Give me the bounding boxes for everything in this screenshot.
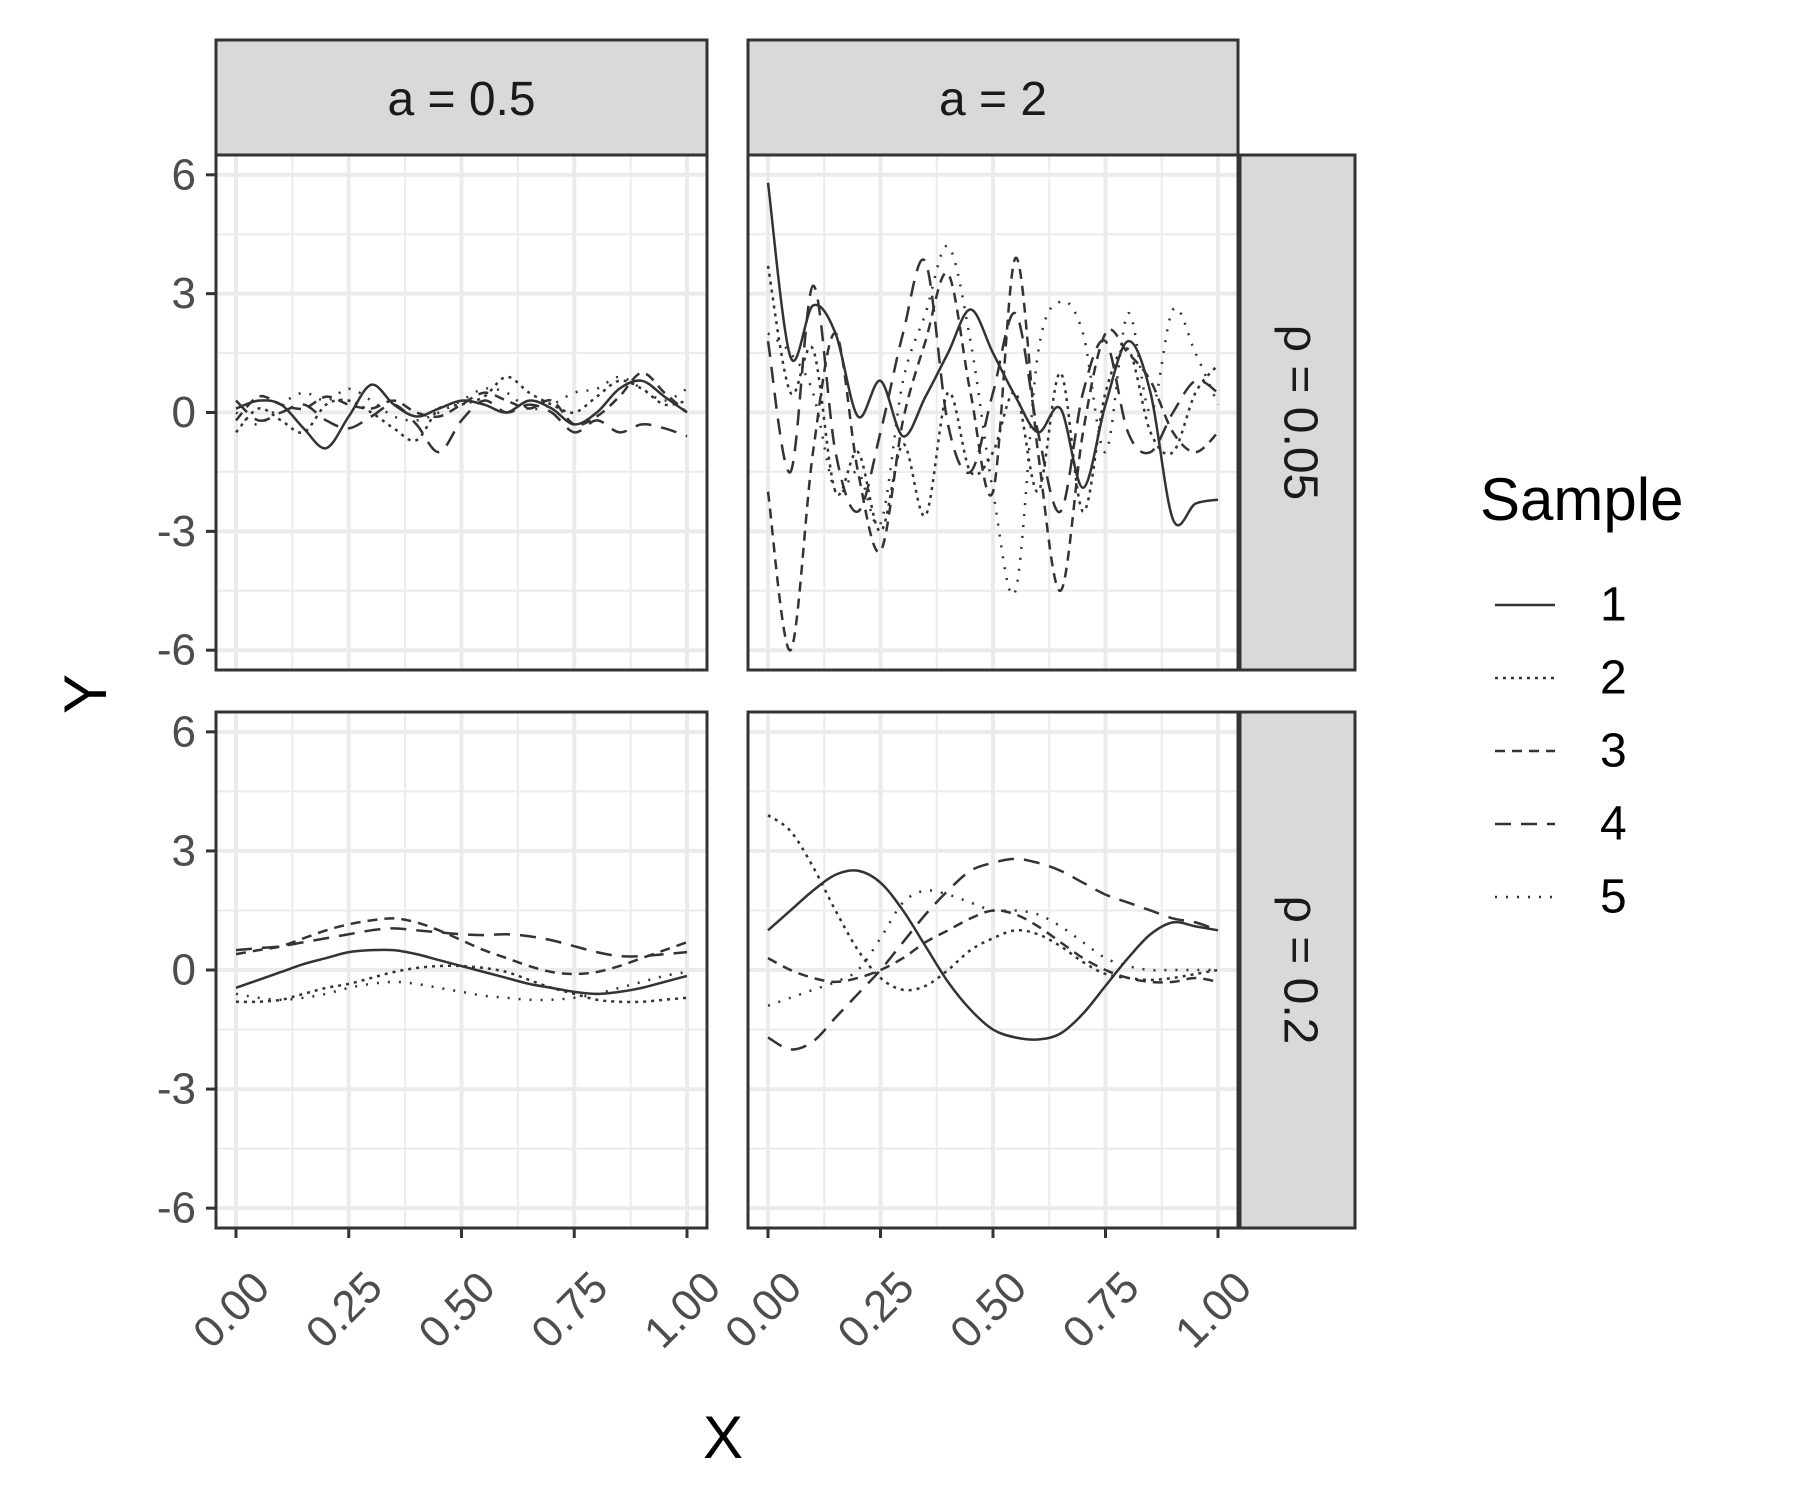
series-line-2 (767, 814, 1219, 992)
series-line-5 (235, 375, 688, 426)
x-tick-label: 1.00 (635, 1262, 730, 1357)
col-strip-label: a = 2 (939, 73, 1047, 126)
legend-label: 1 (1600, 579, 1627, 632)
legend-entry-2: 2 (1495, 652, 1627, 705)
x-axis-title: X (703, 1404, 743, 1471)
x-tick-label: 0.00 (184, 1262, 279, 1357)
series-lines (766, 182, 1220, 652)
legend-entry-4: 4 (1495, 798, 1627, 851)
legend-entry-3: 3 (1495, 725, 1627, 778)
legend-label: 2 (1600, 652, 1627, 705)
panel-1-1 (214, 153, 709, 672)
col-strip-1: a = 0.5 (214, 38, 709, 157)
series-line-1 (235, 379, 688, 450)
row-strip-label: ρ = 0.05 (1273, 325, 1326, 500)
series-line-4 (767, 857, 1219, 1051)
legend-title: Sample (1480, 466, 1683, 533)
y-tick-label: 3 (172, 269, 196, 318)
x-tick-label: 0.75 (1053, 1262, 1148, 1357)
y-tick-label: -6 (157, 1184, 196, 1233)
y-tick-label: -6 (157, 626, 196, 675)
series-line-1 (767, 869, 1219, 1041)
legend-entry-5: 5 (1495, 871, 1627, 924)
row-strip-label: ρ = 0.2 (1273, 896, 1326, 1045)
x-tick-label: 0.25 (828, 1262, 923, 1357)
strip-background (214, 38, 709, 157)
legend-label: 5 (1600, 871, 1627, 924)
series-lines (235, 917, 688, 1004)
series-line-1 (235, 948, 688, 996)
y-tick-label: -3 (157, 507, 196, 556)
legend-entry-1: 1 (1495, 579, 1627, 632)
x-tick-label: 0.75 (522, 1262, 617, 1357)
series-lines (767, 814, 1219, 1051)
row-strip-2: ρ = 0.2 (1238, 710, 1357, 1230)
strip-background (1238, 153, 1357, 672)
x-tick-label: 1.00 (1166, 1262, 1261, 1357)
y-tick-label: 3 (172, 826, 196, 875)
series-lines (235, 371, 688, 454)
series-line-3 (235, 917, 688, 976)
y-tick-label: -3 (157, 1065, 196, 1114)
series-line-4 (235, 399, 688, 454)
y-tick-label: 0 (172, 388, 196, 437)
x-tick-label: 0.25 (297, 1262, 392, 1357)
y-axis-title: Y (52, 674, 119, 714)
x-tick-label: 0.00 (716, 1262, 811, 1357)
series-line-3 (235, 371, 688, 427)
strip-background (1238, 710, 1357, 1230)
x-tick-label: 0.50 (409, 1262, 504, 1357)
panel-2-1 (214, 710, 709, 1230)
series-line-3 (766, 256, 1219, 652)
y-tick-label: 6 (172, 150, 196, 199)
col-strip-label: a = 0.5 (387, 73, 535, 126)
legend: Sample 1 2 3 4 5 (1480, 466, 1683, 924)
x-tick-label: 0.50 (941, 1262, 1036, 1357)
series-line-4 (766, 258, 1219, 514)
series-line-5 (767, 889, 1218, 1007)
strip-background (746, 38, 1240, 157)
y-tick-label: 6 (172, 707, 196, 756)
strips-layer: a = 0.5 a = 2 ρ = 0.05 ρ = 0.2 (214, 38, 1357, 1230)
panel-1-2 (746, 153, 1240, 672)
legend-label: 3 (1600, 725, 1627, 778)
legend-entries: 1 2 3 4 5 (1495, 579, 1627, 924)
panels-layer (214, 153, 1240, 1230)
panel-2-2 (746, 710, 1240, 1230)
y-tick-label: 0 (172, 946, 196, 995)
series-line-2 (235, 964, 688, 1004)
legend-label: 4 (1600, 798, 1627, 851)
col-strip-2: a = 2 (746, 38, 1240, 157)
row-strip-1: ρ = 0.05 (1238, 153, 1357, 672)
